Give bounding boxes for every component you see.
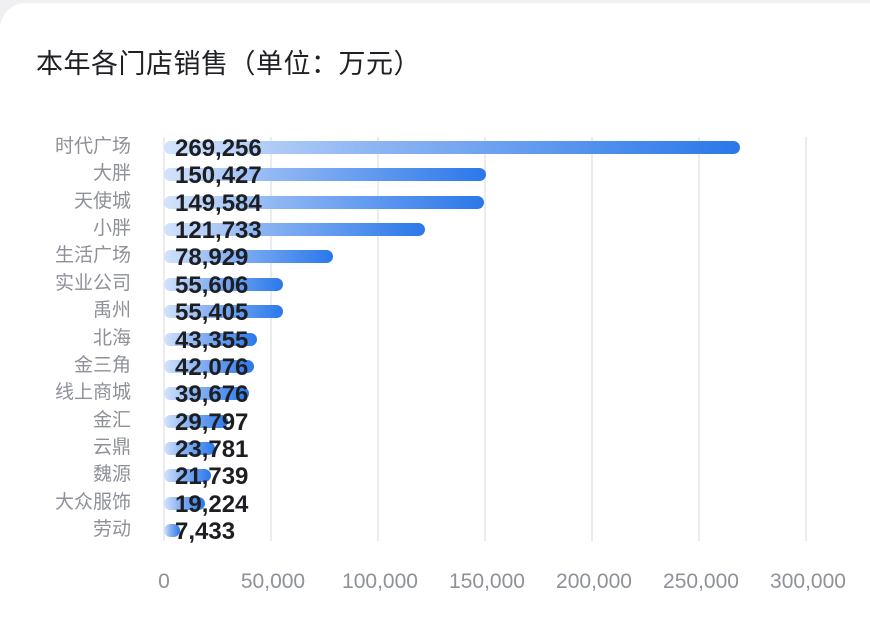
category-label: 天使城 — [73, 189, 131, 212]
category-label: 魏源 — [92, 463, 131, 486]
x-axis-tick-label: 300,000 — [770, 570, 846, 593]
category-label: 生活广场 — [54, 244, 131, 267]
x-axis-tick-label: 100,000 — [342, 570, 418, 593]
bar[interactable] — [164, 469, 211, 483]
gridline — [270, 137, 272, 541]
value-label: 121,733 — [175, 217, 262, 245]
category-label: 小胖 — [92, 217, 131, 240]
value-label: 269,256 — [175, 135, 262, 162]
bar[interactable] — [164, 223, 425, 237]
bar[interactable] — [164, 414, 228, 428]
category-label: 金汇 — [92, 408, 131, 431]
category-label: 线上商城 — [54, 381, 131, 404]
bar[interactable] — [164, 332, 257, 346]
bar[interactable] — [164, 277, 283, 291]
x-axis-tick-label: 200,000 — [556, 570, 632, 593]
value-label: 55,405 — [175, 299, 249, 327]
bar[interactable] — [164, 141, 741, 154]
value-label: 23,781 — [175, 435, 249, 463]
bar[interactable] — [164, 168, 486, 182]
x-axis-tick-label: 150,000 — [449, 570, 525, 593]
value-label: 55,606 — [175, 271, 249, 299]
gridline — [377, 137, 379, 541]
chart-card — [0, 3, 870, 623]
value-label: 43,355 — [175, 326, 249, 354]
bar[interactable] — [164, 387, 249, 401]
gridline — [805, 137, 807, 541]
bar[interactable] — [164, 195, 485, 209]
category-label: 禹州 — [92, 299, 131, 322]
value-label: 78,929 — [175, 244, 249, 272]
bar[interactable] — [164, 496, 206, 510]
x-axis-tick-label: 50,000 — [240, 570, 306, 593]
value-label: 21,739 — [175, 463, 249, 491]
bar[interactable] — [164, 359, 255, 373]
category-label: 劳动 — [92, 518, 131, 541]
x-axis-tick-label: 0 — [158, 570, 170, 593]
category-label: 大众服饰 — [54, 490, 131, 513]
bar[interactable] — [164, 305, 283, 319]
value-label: 149,584 — [175, 189, 262, 217]
bar[interactable] — [164, 441, 215, 455]
value-label: 42,076 — [175, 353, 249, 381]
category-label: 时代广场 — [54, 135, 131, 157]
category-label: 云鼎 — [92, 435, 131, 458]
x-axis-tick-label: 250,000 — [663, 570, 739, 593]
category-label: 大胖 — [92, 162, 131, 185]
bar[interactable] — [164, 250, 333, 264]
value-label: 7,433 — [175, 518, 236, 546]
category-label: 金三角 — [73, 353, 131, 376]
bar-chart: 0 50,000 100,000 150,000 200,000 250,000 300,0… — [54, 135, 846, 593]
gridline — [484, 137, 486, 541]
value-label: 150,427 — [175, 162, 262, 190]
bar[interactable] — [164, 524, 180, 538]
category-label: 实业公司 — [54, 271, 131, 294]
value-label: 29,797 — [175, 408, 249, 436]
value-label: 19,224 — [175, 490, 249, 518]
gridline — [591, 137, 593, 541]
chart-title: 本年各门店销售（单位：万元） — [36, 49, 421, 80]
value-label: 39,676 — [175, 381, 249, 409]
gridline — [698, 137, 700, 541]
category-label: 北海 — [92, 326, 131, 349]
